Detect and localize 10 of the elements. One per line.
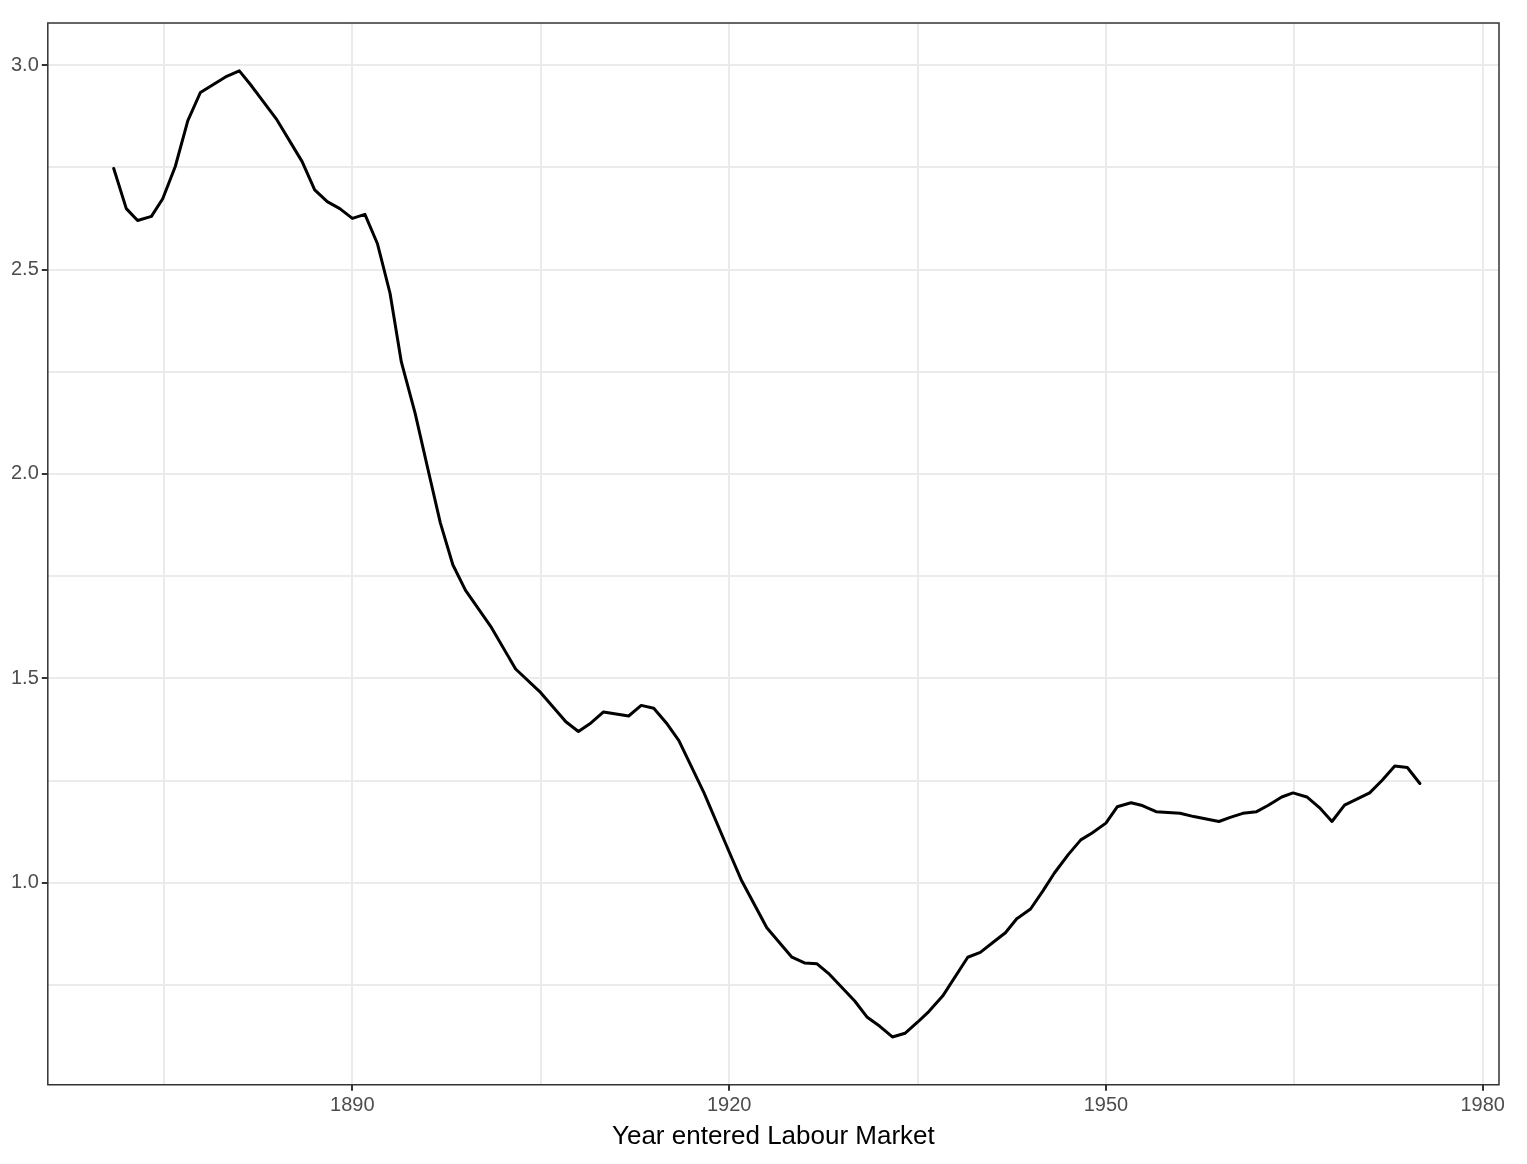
y-tick-label: 1.5 (10, 665, 39, 688)
x-axis-title: Year entered Labour Market (612, 1119, 936, 1150)
x-tick-label: 1950 (1083, 1093, 1129, 1116)
x-tick-label: 1980 (1460, 1093, 1505, 1116)
x-tick-label: 1920 (706, 1093, 752, 1116)
y-tick-label: 3.0 (10, 52, 39, 75)
y-tick-label: 1.0 (10, 870, 39, 893)
y-tick-label: 2.5 (10, 257, 39, 280)
x-tick-label: 1890 (330, 1093, 375, 1116)
y-tick-label: 2.0 (10, 461, 39, 484)
